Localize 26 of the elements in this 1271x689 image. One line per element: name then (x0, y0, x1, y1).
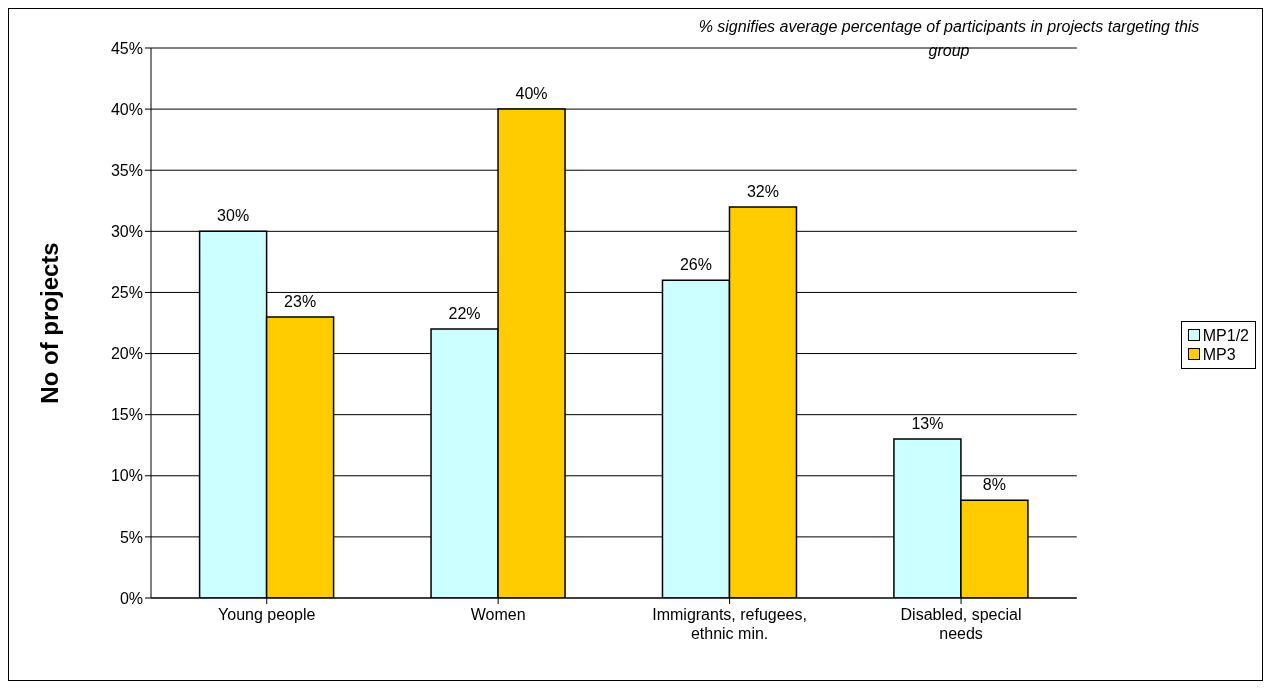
y-tick-label: 35% (110, 161, 143, 179)
data-label: 13% (911, 415, 944, 433)
x-tick-label: Women (470, 606, 526, 623)
y-tick-label: 15% (110, 406, 143, 424)
y-tick-label: 25% (110, 284, 143, 302)
y-tick-label: 45% (110, 39, 143, 57)
data-label: 22% (448, 305, 481, 323)
data-label: 30% (217, 207, 250, 225)
y-tick-label: 0% (119, 589, 143, 607)
legend-label: MP1/2 (1202, 325, 1249, 345)
data-label: 8% (982, 476, 1006, 494)
x-tick-label: Young people (218, 606, 316, 623)
y-tick-label: 5% (119, 528, 143, 546)
y-tick-label: 10% (110, 467, 143, 485)
data-label: 32% (746, 182, 779, 200)
legend-label: MP3 (1202, 344, 1236, 364)
y-tick-label: 40% (110, 100, 143, 118)
data-label: 26% (679, 256, 712, 274)
x-tick-label: Disabled, special needs (900, 606, 1022, 642)
y-tick-label: 30% (110, 223, 143, 241)
y-tick-label: 20% (110, 345, 143, 363)
x-tick-label: Immigrants, refugees, ethnic min. (652, 606, 807, 642)
data-label: 23% (284, 292, 317, 310)
annotation: % signifies average percentage of participants in projects targeting this group (697, 17, 1201, 61)
data-label: 40% (515, 85, 548, 103)
y-axis-title: No of projects (35, 242, 63, 404)
